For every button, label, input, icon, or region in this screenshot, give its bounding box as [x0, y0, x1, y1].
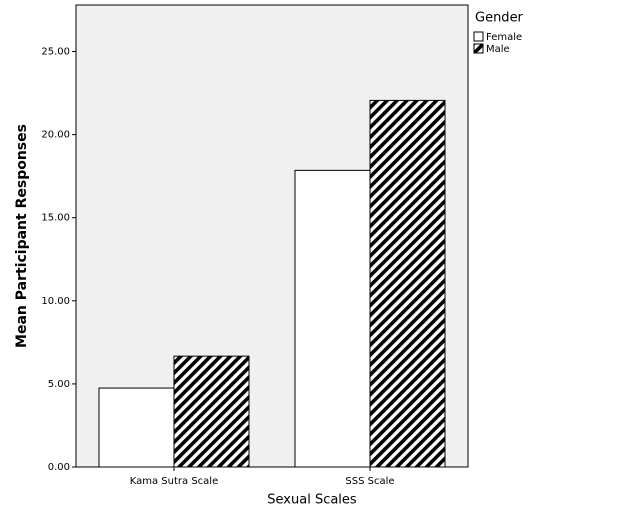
legend-label: Female: [486, 32, 522, 43]
bar: [173, 355, 250, 468]
y-tick-label: 20.00: [41, 130, 70, 141]
legend-swatch: [473, 43, 484, 54]
y-tick-label: 15.00: [41, 213, 70, 224]
y-tick-label: 5.00: [48, 379, 70, 390]
y-tick-label: 0.00: [48, 462, 70, 473]
bar: [98, 387, 175, 468]
legend-label: Male: [486, 44, 510, 55]
x-tick-label: Kama Sutra Scale: [130, 476, 219, 487]
x-axis-label: Sexual Scales: [267, 493, 357, 508]
x-tick-label: SSS Scale: [345, 476, 394, 487]
y-tick-label: 10.00: [41, 296, 70, 307]
legend-swatch: [473, 31, 484, 42]
bar: [294, 169, 371, 468]
y-axis-label: Mean Participant Responses: [14, 124, 30, 348]
bar: [369, 99, 446, 468]
y-tick-label: 25.00: [41, 47, 70, 58]
legend-title: Gender: [475, 11, 524, 26]
